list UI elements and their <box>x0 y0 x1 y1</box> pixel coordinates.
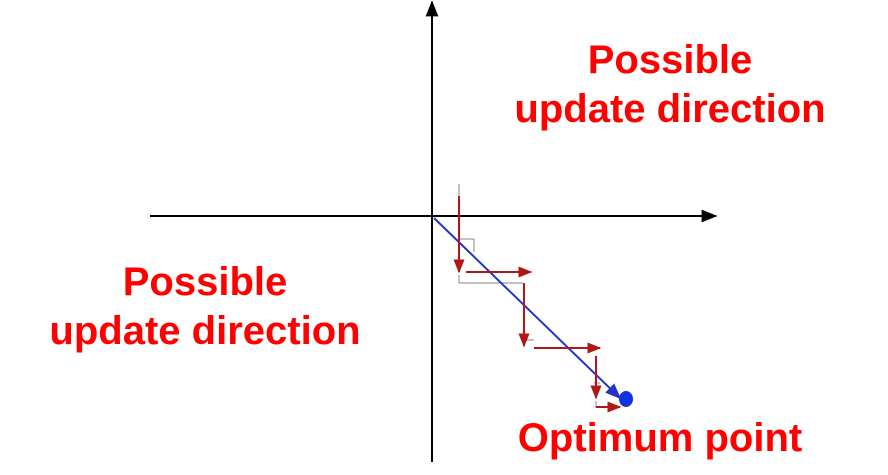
optimum-point-marker <box>619 391 633 407</box>
upper-right-update-direction-label: Possible update direction <box>470 36 870 134</box>
lower-left-update-direction-label: Possible update direction <box>0 258 410 356</box>
direct-path-arrow <box>433 217 622 400</box>
lower-left-label-line-1: Possible <box>122 260 288 304</box>
lower-left-label-line-2: update direction <box>49 308 361 353</box>
upper-right-label-line-1: Possible <box>587 38 753 82</box>
optimum-point-label: Optimum point <box>517 416 803 460</box>
upper-right-label-line-2: update direction <box>514 86 826 131</box>
coordinate-update-steps <box>453 196 622 413</box>
guide-segments <box>458 184 600 408</box>
